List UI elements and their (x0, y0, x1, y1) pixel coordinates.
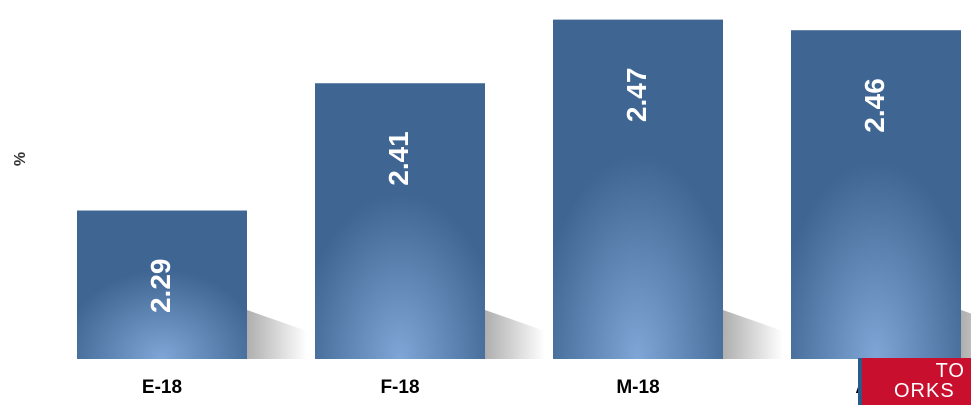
bar (791, 30, 961, 359)
bar (77, 210, 247, 359)
bar-value-label: 2.46 (859, 78, 890, 133)
bar-value-label: 2.29 (145, 259, 176, 314)
brand-logo: TO ORKS (858, 358, 971, 405)
x-tick-label: E-18 (142, 377, 182, 398)
logo-line-2: ORKS (894, 380, 955, 402)
x-tick-label: M-18 (616, 377, 659, 398)
bar-shadow (961, 310, 971, 359)
bar-shadow (485, 310, 545, 359)
logo-line-1: TO (935, 360, 965, 382)
bar (553, 19, 723, 360)
bar-value-label: 2.41 (383, 131, 414, 186)
bar-value-label: 2.47 (621, 68, 652, 123)
x-tick-label: F-18 (380, 377, 419, 398)
bar-shadow (723, 310, 783, 359)
bar-shadow (247, 310, 307, 359)
y-axis-label: % (12, 151, 30, 167)
logo-accent-bar (858, 358, 862, 405)
bar (315, 83, 485, 359)
